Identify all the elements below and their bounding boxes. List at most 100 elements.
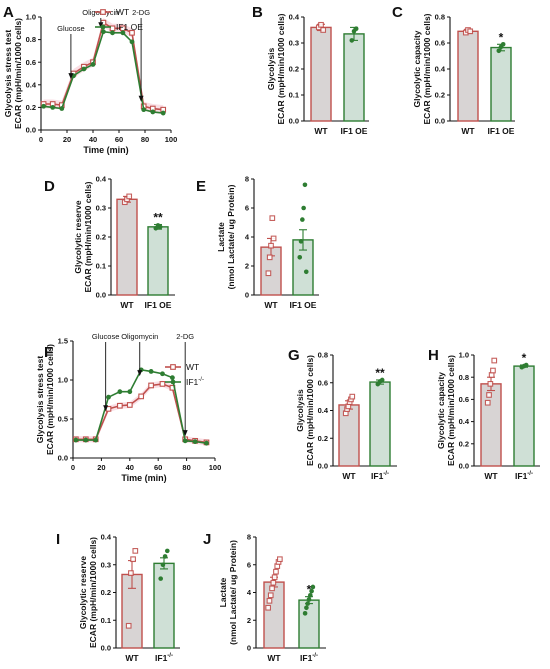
- y-tick-label: 0.2: [289, 65, 299, 74]
- legend-label: IF1-/-: [186, 377, 204, 387]
- x-category-label-main: WT: [484, 471, 498, 481]
- y-tick-label: 0.1: [96, 262, 106, 271]
- x-category-label-main: WT: [125, 653, 139, 663]
- data-point: [467, 28, 474, 35]
- series-line-wt: [75, 383, 207, 444]
- y-tick-label: 0.4: [318, 406, 329, 415]
- x-tick-label: 0: [71, 463, 75, 472]
- y-axis-label-line: Lactate: [218, 577, 228, 607]
- legend-label: IF1 OE: [116, 22, 143, 32]
- significance-marker: *: [499, 30, 504, 44]
- bar-if1-oe: [147, 226, 169, 296]
- y-tick-label: 0.0: [101, 644, 111, 653]
- annotation-label: 2-DG: [132, 8, 150, 17]
- y-tick-label: 0.4: [26, 80, 37, 89]
- y-axis-label-line: Glycolytic capacity: [412, 30, 422, 107]
- data-point: [484, 399, 491, 406]
- annotation-label: Glucose: [57, 24, 85, 33]
- series-line-wt: [43, 21, 164, 111]
- significance-marker: *: [522, 351, 527, 365]
- data-point: [127, 389, 133, 395]
- panel-letter: D: [44, 178, 55, 195]
- y-tick-label: 0.8: [318, 351, 328, 360]
- x-category-label: WT: [484, 471, 498, 481]
- y-axis-label: Glycolysis stress testECAR (mpH/min/1000…: [35, 344, 55, 455]
- annotation-arrowhead: [103, 405, 109, 412]
- y-tick-label: 0: [245, 291, 249, 300]
- y-axis-label: Lactate(nmol Lactate/ ug Protein): [216, 184, 236, 289]
- data-point: [204, 440, 209, 446]
- data-point: [90, 62, 96, 67]
- panel-letter: E: [196, 178, 206, 195]
- x-category-label-sup: -/-: [383, 471, 389, 477]
- data-point: [265, 604, 272, 611]
- annotation-label: Oligomycin: [121, 332, 158, 341]
- data-point: [496, 48, 502, 54]
- data-point: [270, 579, 277, 586]
- x-category-label: IF1 OE: [341, 126, 368, 136]
- data-point: [141, 107, 147, 113]
- x-tick-label: 60: [115, 135, 123, 144]
- data-point: [160, 562, 166, 568]
- y-tick-label: 1.0: [26, 13, 36, 22]
- bar-if1-oe: [343, 33, 365, 122]
- data-point: [73, 437, 79, 443]
- x-category-label: IF1 OE: [290, 300, 317, 310]
- y-tick-label: 0.4: [101, 533, 112, 542]
- data-point: [490, 367, 496, 374]
- data-point: [486, 392, 492, 398]
- data-point: [491, 357, 498, 364]
- y-tick-label: 1.0: [58, 376, 68, 385]
- data-point: [170, 375, 175, 381]
- data-point: [162, 554, 168, 559]
- annotation-arrowhead: [98, 22, 104, 29]
- data-point: [523, 362, 529, 368]
- y-tick-label: 6: [245, 204, 249, 213]
- y-axis-label: Glycolysis stress testECAR (mpH/min/1000…: [3, 18, 23, 129]
- annotation-label: Glucose: [92, 332, 120, 341]
- legend-marker: [100, 9, 106, 15]
- y-tick-label: 0.2: [459, 439, 469, 448]
- y-axis-label-line: ECAR (mpH/min/1000 cells): [88, 537, 98, 648]
- data-point: [120, 30, 126, 36]
- x-category-label-main: WT: [342, 471, 356, 481]
- x-tick-label: 0: [39, 135, 43, 144]
- data-point: [110, 30, 115, 36]
- data-point: [265, 270, 272, 277]
- x-category-label-main: WT: [267, 653, 281, 663]
- annotation-arrowhead: [68, 73, 74, 80]
- y-tick-label: 0.2: [435, 91, 445, 100]
- x-category-label-main: IF1 OE: [290, 300, 317, 310]
- data-point: [160, 110, 166, 116]
- y-tick-label: 2: [247, 616, 251, 625]
- y-tick-label: 0.6: [459, 395, 469, 404]
- y-tick-label: 8: [245, 175, 249, 184]
- y-axis-label: Lactate(nmol Lactate/ ug Protein): [218, 540, 238, 645]
- data-point: [125, 622, 132, 629]
- data-point: [308, 592, 313, 598]
- panel-j: J 0 2 4 6 8 Lactate(nmol Lactate/ ug Protein) W…: [203, 531, 326, 663]
- x-category-label: IF1-/-: [515, 471, 533, 481]
- panel-letter: I: [56, 531, 60, 548]
- panel-letter: A: [3, 4, 14, 21]
- data-point: [271, 574, 278, 581]
- data-point: [302, 611, 308, 616]
- data-point: [132, 548, 139, 554]
- x-category-label: IF1 OE: [488, 126, 515, 136]
- data-point: [138, 393, 145, 400]
- data-point: [128, 570, 134, 576]
- annotation-arrowhead: [182, 430, 188, 437]
- x-category-label: IF1-/-: [300, 653, 318, 663]
- data-point: [93, 437, 99, 443]
- y-tick-label: 0.0: [435, 117, 445, 126]
- data-point: [126, 402, 133, 408]
- y-tick-label: 0.4: [96, 175, 107, 184]
- x-category-label: WT: [314, 126, 328, 136]
- panel-e: E 0 2 4 6 8 Lactate(nmol Lactate/ ug Protein) W…: [196, 175, 319, 310]
- y-axis-label-line: ECAR (mpH/min/1000 cells): [83, 181, 93, 292]
